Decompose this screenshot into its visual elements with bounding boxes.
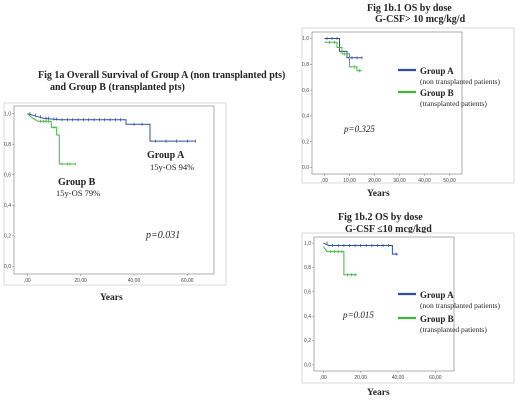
fig1b2-y-tick-label: 0,0 xyxy=(304,363,311,369)
fig1b1-x-tick-label: 10,00 xyxy=(343,178,356,184)
fig1b2-y-tick-label: 1,0 xyxy=(304,241,311,247)
fig1a-pvalue: p=0.031 xyxy=(145,230,180,241)
fig1a-title: Fig 1a Overall Survival of Group A (non … xyxy=(38,70,286,81)
fig1b1-x-tick-label: 40,00 xyxy=(418,178,431,184)
fig1b2-x-tick-label: 20,00 xyxy=(354,375,367,381)
fig1b2-legend-name-b: Group B xyxy=(420,314,454,324)
fig1a-x-tick-label: ,00 xyxy=(24,278,31,284)
fig1b2-x-tick-label: ,00 xyxy=(320,375,327,381)
fig1b1-y-tick-label: 0,2 xyxy=(302,139,309,145)
fig1b1-y-tick-label: 0,4 xyxy=(302,114,309,120)
fig1b2-series-a-line xyxy=(323,242,398,255)
fig1b1-y-tick-label: 0,0 xyxy=(302,165,309,171)
fig1b1-x-axis-title: Years xyxy=(367,189,390,199)
fig1b1-y-tick-label: 0,8 xyxy=(302,62,309,68)
fig1b1-legend-desc-b: (transplanted patients) xyxy=(420,99,487,108)
fig1a-x-axis-title: Years xyxy=(100,293,123,303)
fig1b1-legend-name-b: Group B xyxy=(420,88,454,98)
fig1b1-title: Fig 1b.1 OS by dose xyxy=(367,3,452,14)
fig1b1-y-tick-label: 0,6 xyxy=(302,88,309,94)
fig1a-y-tick-label: 1,0 xyxy=(4,111,11,117)
fig1a-subtitle: and Group B (transplanted pts) xyxy=(50,82,185,93)
fig1b1-subtitle: G-CSF> 10 mcg/kg/d xyxy=(375,14,466,25)
fig1a-annotation-group-b: Group B xyxy=(58,177,96,188)
fig1a-annotation-os-a: 15y-OS 94% xyxy=(150,162,194,172)
fig1a-y-tick-label: 0,0 xyxy=(4,264,11,270)
fig1b1-chart: 0,0 0,2 0,4 0,6 0,8 1,0 ,00 10,00 20,00 30,00 40,0… xyxy=(301,27,515,184)
fig1b1-legend-name-a: Group A xyxy=(420,66,454,76)
fig1a-y-tick-label: 0,6 xyxy=(4,172,11,178)
fig1b2-y-tick-label: 0,8 xyxy=(304,265,311,271)
fig1b1-x-tick-label: ,00 xyxy=(321,178,328,184)
fig1a-y-tick-label: 0,8 xyxy=(4,142,11,148)
fig1b1-plot-area xyxy=(311,31,463,175)
fig1b1-series-b-line xyxy=(324,41,362,72)
fig1b2-title: Fig 1b.2 OS by dose xyxy=(338,212,423,223)
fig1b2-x-tick-label: 40,00 xyxy=(392,375,405,381)
fig1b2-subtitle: G-CSF ≤10 mcg/kgd xyxy=(345,224,432,235)
fig1b2-plot-area xyxy=(313,236,455,372)
fig1b2-pvalue: p=0.015 xyxy=(342,310,374,320)
fig1b1-x-tick-label: 30,00 xyxy=(393,178,406,184)
fig1b2-chart: 0,0 0,2 0,4 0,6 0,8 1,0 ,00 20,00 40,00 60,00 Gro… xyxy=(301,232,515,384)
fig1a-y-tick-label: 0,4 xyxy=(4,203,11,209)
fig1b1-x-tick-label: 50,00 xyxy=(443,178,456,184)
fig1b2-legend-desc-b: (transplanted patients) xyxy=(420,325,487,334)
fig1a-annotation-os-b: 15y-OS 79% xyxy=(56,188,100,198)
fig1b2-x-tick-label: 60,00 xyxy=(429,375,442,381)
fig1a-plot-area xyxy=(13,105,215,275)
fig1a-y-tick-label: 0,2 xyxy=(4,234,11,240)
fig1b1-y-tick-label: 1,0 xyxy=(302,36,309,42)
fig1b1-pvalue: p=0.325 xyxy=(343,124,375,134)
fig1a-x-tick-label: 60,00 xyxy=(181,278,194,284)
fig1b2-legend-desc-a: (non transplanted patients) xyxy=(420,301,500,310)
fig1b1-legend-desc-a: (non transplanted patients) xyxy=(420,77,500,86)
fig1b1-x-tick-label: 20,00 xyxy=(368,178,381,184)
fig1b2-series-b-line xyxy=(322,246,357,276)
fig1a-x-tick-label: 20,00 xyxy=(74,278,87,284)
fig1b2-y-tick-label: 0,4 xyxy=(304,314,311,320)
fig1b2-x-axis-title: Years xyxy=(367,388,390,398)
fig1b2-y-tick-label: 0,6 xyxy=(304,290,311,296)
fig1a-chart: 0,0 0,2 0,4 0,6 0,8 1,0 ,00 20,00 40,00 60,00 Gro… xyxy=(3,102,227,286)
fig1a-series-a-line xyxy=(27,113,196,142)
fig1a-annotation-group-a: Group A xyxy=(147,150,185,161)
fig1b2-legend-name-a: Group A xyxy=(420,290,454,300)
fig1b2-y-tick-label: 0,2 xyxy=(304,338,311,344)
fig1a-x-tick-label: 40,00 xyxy=(128,278,141,284)
